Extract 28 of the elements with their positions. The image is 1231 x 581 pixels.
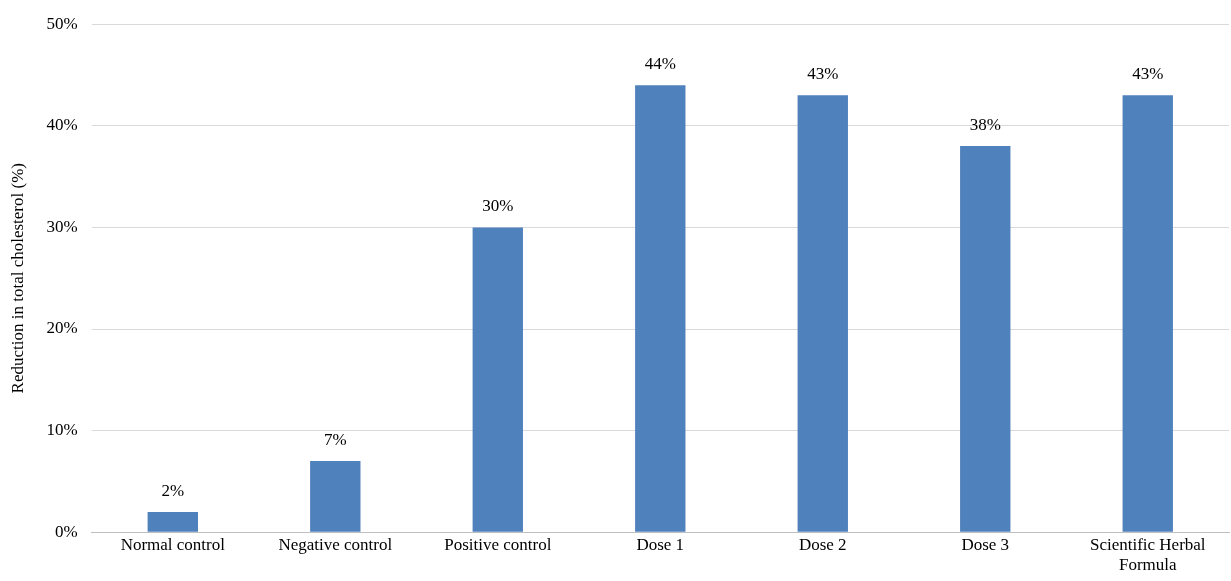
bar bbox=[635, 85, 686, 532]
data-label: 44% bbox=[644, 54, 676, 74]
y-tick-label: 20% bbox=[46, 318, 78, 338]
x-tick-label: Normal control bbox=[120, 534, 226, 554]
y-axis-title: Reduction in total cholesterol (%) bbox=[7, 163, 27, 394]
y-tick-label: 40% bbox=[46, 115, 78, 135]
y-tick-label: 10% bbox=[46, 420, 78, 440]
data-label: 38% bbox=[969, 115, 1001, 135]
x-tick-label: Positive control bbox=[444, 534, 552, 554]
x-tick-label: Dose 3 bbox=[961, 534, 1010, 554]
data-label: 7% bbox=[323, 430, 347, 450]
bar bbox=[960, 146, 1011, 532]
bar bbox=[147, 511, 198, 532]
bar bbox=[472, 227, 523, 532]
y-tick-label: 30% bbox=[46, 216, 78, 236]
x-tick-label: Dose 2 bbox=[798, 534, 847, 554]
bar bbox=[1122, 95, 1173, 532]
x-tick-label: Dose 1 bbox=[636, 534, 685, 554]
bar bbox=[797, 95, 848, 532]
x-tick-label: Scientific Herbal Formula bbox=[1089, 534, 1206, 575]
data-label: 30% bbox=[482, 196, 514, 216]
y-tick-label: 0% bbox=[54, 521, 78, 541]
y-tick-label: 50% bbox=[46, 13, 78, 33]
data-label: 2% bbox=[161, 480, 185, 500]
x-tick-label: Negative control bbox=[278, 534, 393, 554]
data-label: 43% bbox=[1132, 64, 1164, 84]
data-label: 43% bbox=[807, 64, 839, 84]
bar bbox=[310, 461, 361, 532]
